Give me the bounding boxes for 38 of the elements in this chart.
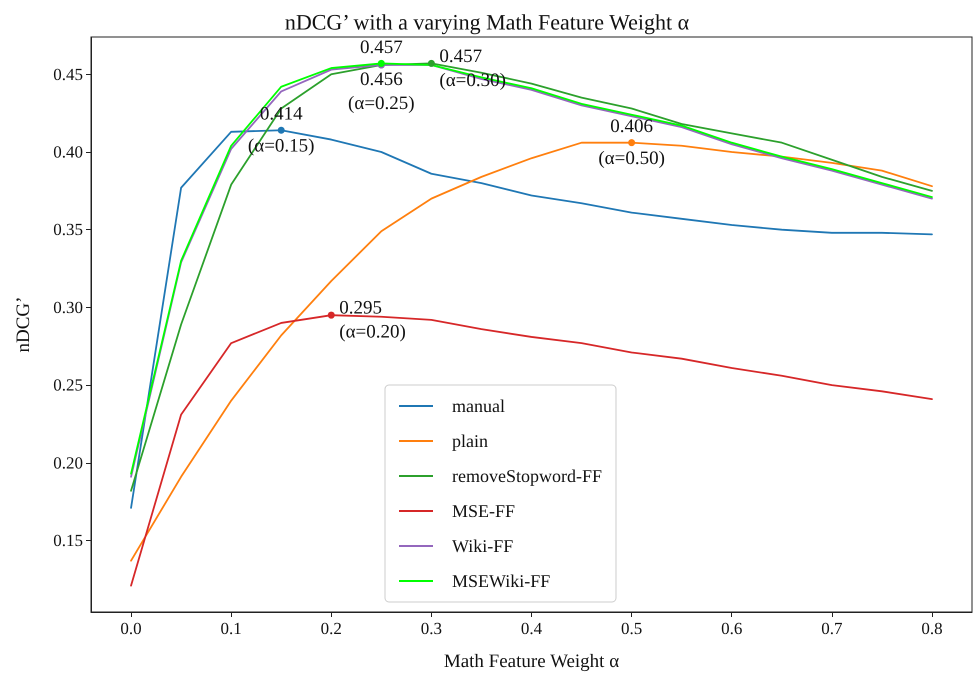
annotation: (α=0.30) bbox=[439, 70, 506, 91]
annotation: 0.456 bbox=[360, 68, 403, 90]
chart-title: nDCG’ with a varying Math Feature Weight α bbox=[284, 10, 690, 34]
x-tick-label: 0.6 bbox=[721, 619, 742, 638]
annotation: 0.457 bbox=[360, 36, 403, 58]
annotation: 0.406 bbox=[610, 116, 653, 138]
y-tick-label: 0.15 bbox=[53, 531, 83, 550]
point bbox=[428, 60, 435, 67]
annotation: 0.295 bbox=[339, 298, 382, 319]
point bbox=[278, 126, 285, 134]
y-tick-label: 0.20 bbox=[53, 453, 83, 472]
y-tick-label: 0.30 bbox=[53, 298, 83, 317]
annotation: (α=0.20) bbox=[339, 322, 406, 343]
x-tick-label: 0.2 bbox=[320, 619, 342, 638]
x-tick-label: 0.7 bbox=[821, 619, 843, 638]
y-axis-title: nDCG’ bbox=[13, 296, 34, 352]
legend-label: MSEWiki-FF bbox=[452, 571, 550, 591]
x-tick-label: 0.1 bbox=[220, 619, 242, 638]
x-tick-label: 0.3 bbox=[420, 619, 442, 638]
x-tick-label: 0.4 bbox=[520, 619, 543, 638]
annotation: 0.457 bbox=[439, 46, 482, 67]
x-tick-label: 0.5 bbox=[620, 619, 642, 638]
annotation: (α=0.50) bbox=[598, 148, 665, 170]
point bbox=[328, 312, 335, 319]
legend-label: removeStopword-FF bbox=[452, 466, 602, 486]
y-tick-label: 0.40 bbox=[53, 142, 83, 162]
y-tick-label: 0.25 bbox=[53, 376, 83, 395]
x-tick-label: 0.0 bbox=[120, 619, 142, 638]
x-tick-label: 0.8 bbox=[921, 619, 943, 638]
legend-label: MSE-FF bbox=[452, 501, 516, 521]
legend-label: Wiki-FF bbox=[452, 536, 514, 556]
legend-label: manual bbox=[452, 396, 505, 416]
y-tick-label: 0.45 bbox=[53, 64, 83, 84]
annotation: (α=0.25) bbox=[348, 92, 415, 114]
point bbox=[628, 139, 636, 146]
legend-label: plain bbox=[452, 431, 488, 451]
x-axis-title: Math Feature Weight α bbox=[444, 651, 620, 672]
y-tick-label: 0.35 bbox=[53, 220, 83, 240]
